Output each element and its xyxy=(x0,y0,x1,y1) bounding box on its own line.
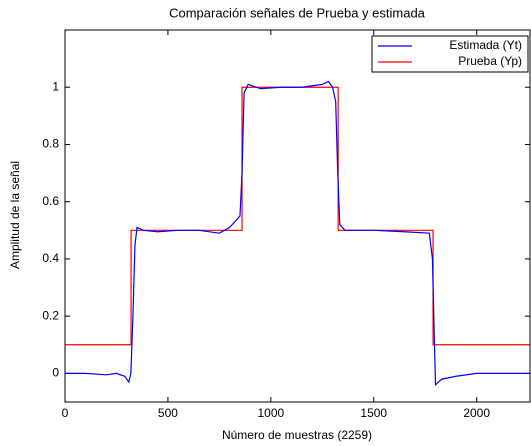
y-tick-label: 0.2 xyxy=(42,308,59,322)
series-line xyxy=(65,80,530,387)
y-axis-label: Amplitud de la señal xyxy=(8,161,22,269)
y-tick-label: 1 xyxy=(52,79,59,93)
x-tick-label: 0 xyxy=(62,406,69,420)
legend-box xyxy=(371,35,529,73)
x-tick-label: 1000 xyxy=(257,406,284,420)
y-tick-label: 0.8 xyxy=(42,137,59,151)
x-tick-label: 1500 xyxy=(360,406,387,420)
x-tick-label: 2000 xyxy=(463,406,490,420)
chart-title: Comparación señales de Prueba y estimada xyxy=(169,5,426,20)
y-tick-label: 0.4 xyxy=(42,251,59,265)
legend-label: Estimada (Yt) xyxy=(449,38,522,52)
y-tick-label: 0.6 xyxy=(42,194,59,208)
plot-frame xyxy=(64,29,531,403)
y-tick-label: 0 xyxy=(52,366,59,380)
legend-label: Prueba (Yp) xyxy=(458,54,522,68)
x-axis-label: Número de muestras (2259) xyxy=(222,428,372,442)
x-tick-label: 500 xyxy=(158,406,178,420)
